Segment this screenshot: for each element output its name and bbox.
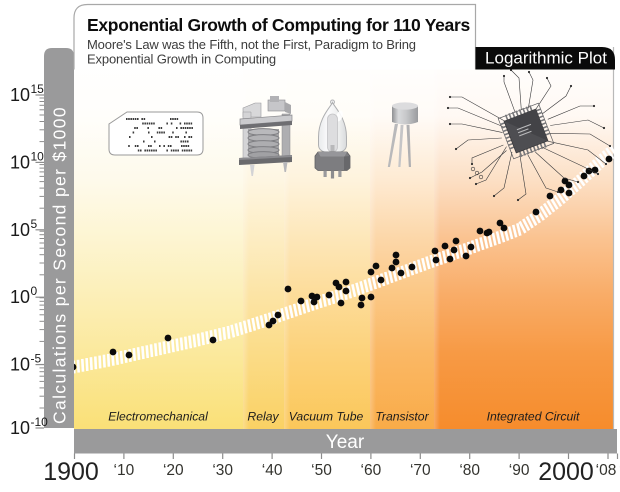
svg-text:-5: -5 xyxy=(31,352,42,366)
svg-text:‘60: ‘60 xyxy=(361,462,382,479)
svg-text:10: 10 xyxy=(10,287,30,307)
svg-text:10: 10 xyxy=(10,355,30,375)
svg-text:Logarithmic Plot: Logarithmic Plot xyxy=(485,49,607,68)
svg-text:Vacuum Tube: Vacuum Tube xyxy=(289,410,364,424)
svg-text:-10: -10 xyxy=(31,415,49,429)
svg-text:Exponential Growth in Computin: Exponential Growth in Computing xyxy=(87,52,276,67)
svg-text:10: 10 xyxy=(10,418,30,438)
svg-text:‘40: ‘40 xyxy=(262,462,283,479)
svg-text:Year: Year xyxy=(326,432,365,453)
svg-text:Integrated Circuit: Integrated Circuit xyxy=(487,410,580,424)
svg-text:10: 10 xyxy=(31,149,45,163)
svg-text:10: 10 xyxy=(10,85,30,105)
svg-text:‘50: ‘50 xyxy=(311,462,332,479)
svg-text:Moore's Law was the Fifth, not: Moore's Law was the Fifth, not the First… xyxy=(87,37,416,52)
svg-text:‘20: ‘20 xyxy=(163,462,184,479)
svg-text:0: 0 xyxy=(31,284,38,298)
svg-text:1900: 1900 xyxy=(43,458,99,486)
svg-text:10: 10 xyxy=(10,152,30,172)
svg-text:2000: 2000 xyxy=(538,458,594,486)
svg-text:10: 10 xyxy=(10,220,30,240)
svg-text:‘30: ‘30 xyxy=(212,462,233,479)
svg-text:‘10: ‘10 xyxy=(114,462,135,479)
svg-text:15: 15 xyxy=(31,82,45,96)
svg-text:Electromechanical: Electromechanical xyxy=(108,410,208,424)
svg-text:‘80: ‘80 xyxy=(459,462,480,479)
svg-text:Calculations per Second per $1: Calculations per Second per $1000 xyxy=(50,106,70,424)
svg-text:Exponential Growth of Computin: Exponential Growth of Computing for 110 … xyxy=(87,15,470,35)
svg-text:‘08: ‘08 xyxy=(596,462,617,479)
svg-text:Relay: Relay xyxy=(247,410,279,424)
svg-text:5: 5 xyxy=(31,217,38,231)
svg-text:Transistor: Transistor xyxy=(375,410,429,424)
svg-text:‘90: ‘90 xyxy=(509,462,530,479)
svg-text:‘70: ‘70 xyxy=(410,462,431,479)
